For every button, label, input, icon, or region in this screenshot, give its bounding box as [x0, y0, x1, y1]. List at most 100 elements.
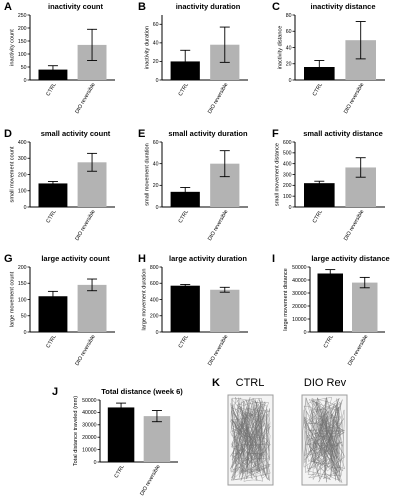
dio-rev-movement-trace — [302, 397, 346, 483]
y-tick-label: 30000 — [292, 291, 307, 297]
y-tick-label: 20000 — [82, 435, 97, 441]
x-tick-label: CTRL — [178, 334, 190, 349]
y-tick-label: 150 — [18, 39, 27, 45]
y-tick-label: 100 — [283, 194, 292, 200]
x-tick-label: DIO reversible — [74, 334, 96, 367]
x-tick-label: CTRL — [45, 82, 57, 97]
y-tick-label: 40 — [153, 161, 159, 167]
panel-letter: F — [272, 128, 279, 140]
y-tick-label: 10000 — [292, 317, 307, 323]
y-tick-label: 20 — [153, 183, 159, 189]
panel-letter: G — [4, 253, 13, 265]
x-tick-label: DIO reversible — [207, 82, 229, 115]
y-tick-label: 0 — [94, 460, 97, 466]
y-tick-label: 400 — [283, 161, 292, 167]
bar-ctrl — [304, 183, 335, 207]
chart-title: large activity duration — [169, 254, 247, 263]
bar-ctrl — [317, 273, 343, 332]
y-tick-label: 0 — [289, 78, 292, 84]
x-tick-label: CTRL — [312, 82, 324, 97]
dio-rev-trace-title: DIO Rev — [304, 377, 347, 389]
chart-title: inactivity count — [48, 2, 104, 11]
y-tick-label: 50000 — [292, 265, 307, 271]
y-tick-label: 0 — [24, 330, 27, 336]
y-axis-label: Total distance traveled (mm) — [73, 396, 79, 466]
x-tick-label: CTRL — [178, 82, 190, 97]
y-axis-label: large movement distance — [283, 268, 289, 331]
y-tick-label: 20 — [153, 59, 159, 65]
y-tick-label: 150 — [18, 281, 27, 287]
bar-dio-reversible — [77, 284, 107, 332]
y-tick-label: 60 — [153, 22, 159, 28]
y-tick-label: 100 — [18, 52, 27, 58]
x-tick-label: DIO reversible — [207, 334, 229, 367]
bar-ctrl — [170, 285, 200, 332]
panel-letter: B — [138, 1, 146, 13]
y-tick-label: 30000 — [82, 423, 97, 429]
panel-letter: I — [272, 253, 275, 265]
panel-j: J Total distance (week 6) 0 10000 20000 30000… — [52, 386, 183, 497]
y-tick-label: 50000 — [82, 398, 97, 404]
x-tick-label: CTRL — [114, 464, 126, 479]
y-tick-label: 0 — [156, 330, 159, 336]
y-tick-label: 0 — [156, 78, 159, 84]
chart-title: small activity distance — [303, 129, 383, 138]
y-tick-label: 50 — [21, 65, 27, 71]
y-tick-label: 400 — [18, 140, 27, 146]
x-tick-label: DIO reversible — [139, 464, 161, 497]
y-tick-label: 200 — [18, 265, 27, 271]
chart-title: inactivity distance — [310, 2, 375, 11]
x-tick-label: CTRL — [323, 334, 335, 349]
y-tick-label: 600 — [283, 140, 292, 146]
bar-dio-reversible — [352, 282, 378, 332]
y-axis-label: small movement count — [9, 146, 15, 202]
panel-letter: H — [138, 253, 146, 265]
y-tick-label: 800 — [150, 265, 159, 271]
y-tick-label: 0 — [24, 205, 27, 211]
y-tick-label: 10000 — [82, 447, 97, 453]
panel-k-letter: K — [212, 377, 220, 389]
y-tick-label: 0 — [289, 205, 292, 211]
x-tick-label: CTRL — [178, 209, 190, 224]
y-axis-label: large movement duration — [141, 269, 147, 331]
bar-ctrl — [38, 183, 68, 207]
chart-title: small activity duration — [168, 129, 248, 138]
y-tick-label: 80 — [286, 13, 292, 19]
y-tick-label: 250 — [18, 13, 27, 19]
x-tick-label: DIO reversible — [343, 82, 365, 115]
y-tick-label: 0 — [24, 78, 27, 84]
x-tick-label: DIO reversible — [207, 209, 229, 242]
y-tick-label: 400 — [150, 297, 159, 303]
panel-letter: E — [138, 128, 145, 140]
chart-title: Total distance (week 6) — [101, 387, 183, 396]
ctrl-trace-title: CTRL — [236, 377, 265, 389]
y-tick-label: 600 — [150, 281, 159, 287]
y-axis-label: inactivity duration — [145, 26, 151, 69]
chart-title: large activity count — [41, 254, 110, 263]
y-tick-label: 50 — [21, 314, 27, 320]
panel-letter: J — [52, 386, 58, 398]
y-tick-label: 500 — [283, 151, 292, 157]
x-tick-label: DIO reversible — [347, 334, 369, 367]
panel-letter: C — [272, 1, 280, 13]
x-tick-label: CTRL — [45, 209, 57, 224]
chart-title: inactivity duration — [176, 2, 241, 11]
bar-ctrl — [38, 69, 68, 80]
y-tick-label: 40000 — [82, 410, 97, 416]
bar-dio-reversible — [143, 416, 171, 462]
x-tick-label: DIO reversible — [74, 82, 96, 115]
y-tick-label: 20 — [286, 62, 292, 68]
y-axis-label: inactivity count — [9, 29, 15, 66]
bar-ctrl — [38, 296, 68, 332]
y-tick-label: 200 — [18, 26, 27, 32]
x-tick-label: DIO reversible — [74, 209, 96, 242]
chart-title: large activity distance — [311, 254, 389, 263]
bar-ctrl — [107, 407, 135, 462]
